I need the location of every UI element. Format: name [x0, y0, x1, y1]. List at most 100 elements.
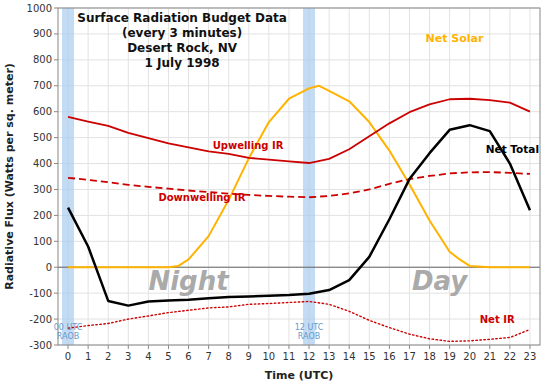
x-tick-label: 12: [303, 351, 316, 362]
plot-background: [58, 8, 540, 345]
y-tick: [54, 8, 58, 9]
x-tick: [148, 345, 149, 349]
x-tick-label: 14: [343, 351, 356, 362]
x-tick-label: 22: [504, 351, 517, 362]
title-line: (every 3 minutes): [122, 26, 242, 40]
x-tick: [529, 345, 530, 349]
x-tick-label: 15: [363, 351, 376, 362]
x-tick: [309, 345, 310, 349]
y-tick-label: -300: [29, 340, 52, 351]
x-tick: [469, 345, 470, 349]
period-label: Day: [412, 266, 468, 296]
series-label: Net Solar: [426, 32, 484, 45]
y-tick-label: 1000: [27, 3, 52, 14]
series-label: Net IR: [480, 314, 515, 325]
chart: NightDay01234567891011121314151617181920…: [0, 0, 550, 385]
y-tick: [54, 189, 58, 190]
x-tick: [349, 345, 350, 349]
plot-area: [58, 8, 540, 345]
y-tick-label: 600: [33, 106, 52, 117]
y-grid-line: [58, 163, 540, 164]
x-tick-label: 7: [205, 351, 211, 362]
y-tick: [54, 241, 58, 242]
y-grid-line: [58, 137, 540, 138]
y-grid-line: [58, 215, 540, 216]
y-tick-label: -200: [29, 314, 52, 325]
y-tick-label: 800: [33, 54, 52, 65]
y-tick: [54, 293, 58, 294]
y-tick: [54, 111, 58, 112]
series-labels: Net Solar Upwelling IR Downwelling IR Net T…: [158, 32, 539, 325]
x-tick: [128, 345, 129, 349]
y-tick: [54, 319, 58, 320]
y-axis-label: Radiative Flux (Watts per sq. meter): [3, 63, 16, 290]
x-tick: [168, 345, 169, 349]
x-tick: [108, 345, 109, 349]
x-tick-label: 4: [145, 351, 151, 362]
y-tick: [54, 59, 58, 60]
x-grid-line: [409, 8, 410, 345]
x-tick: [228, 345, 229, 349]
y-tick: [54, 33, 58, 34]
band-label-line: RAOB: [57, 332, 79, 341]
y-tick: [54, 163, 58, 164]
band-label-line: 00 UTC: [54, 323, 83, 332]
x-grid-line: [128, 8, 129, 345]
x-tick: [369, 345, 370, 349]
x-tick-label: 8: [226, 351, 232, 362]
x-tick-label: 6: [185, 351, 191, 362]
y-tick-label: 200: [33, 210, 52, 221]
title-line: 1 July 1998: [145, 56, 220, 70]
x-tick-label: 1: [85, 351, 91, 362]
x-grid-line: [248, 8, 249, 345]
series-label: Net Total: [486, 143, 539, 155]
x-grid-line: [529, 8, 530, 345]
series-label: Downwelling IR: [158, 192, 245, 203]
x-tick: [288, 345, 289, 349]
x-tick: [329, 345, 330, 349]
x-tick-label: 21: [483, 351, 496, 362]
x-tick-label: 10: [263, 351, 276, 362]
x-grid-line: [389, 8, 390, 345]
x-grid-line: [489, 8, 490, 345]
x-tick: [268, 345, 269, 349]
annotations: NightDay: [148, 266, 468, 296]
x-grid-line: [88, 8, 89, 345]
band-labels: 00 UTCRAOB 12 UTCRAOB: [54, 323, 324, 341]
y-grid-line: [58, 241, 540, 242]
y-grid-line: [58, 111, 540, 112]
x-grid-line: [349, 8, 350, 345]
title-line: Surface Radiation Budget Data: [77, 11, 287, 25]
series-line: [68, 86, 530, 267]
x-tick: [208, 345, 209, 349]
x-tick-label: 13: [323, 351, 336, 362]
x-tick: [509, 345, 510, 349]
x-tick-label: 16: [383, 351, 396, 362]
y-grid-line: [58, 189, 540, 190]
x-tick: [409, 345, 410, 349]
y-tick-label: -100: [29, 288, 52, 299]
y-grid-line: [58, 85, 540, 86]
x-tick-label: 0: [65, 351, 71, 362]
x-grid-line: [108, 8, 109, 345]
x-tick-label: 19: [443, 351, 456, 362]
band-label-line: 12 UTC: [295, 323, 324, 332]
x-tick: [188, 345, 189, 349]
x-tick-label: 18: [423, 351, 436, 362]
x-tick-label: 2: [105, 351, 111, 362]
x-tick-label: 9: [246, 351, 252, 362]
y-tick: [54, 345, 58, 346]
plot-frame: [58, 8, 540, 345]
x-grid-line: [469, 8, 470, 345]
x-tick-label: 11: [283, 351, 296, 362]
y-tick-label: 500: [33, 132, 52, 143]
series-line: [68, 99, 530, 163]
series-label: Upwelling IR: [213, 140, 284, 151]
series-line: [68, 301, 530, 341]
x-tick-label: 5: [165, 351, 171, 362]
band-label: 12 UTCRAOB: [295, 323, 324, 341]
chart-title: Surface Radiation Budget Data(every 3 mi…: [77, 11, 287, 70]
x-tick: [489, 345, 490, 349]
x-grid-line: [329, 8, 330, 345]
y-tick-label: 900: [33, 28, 52, 39]
